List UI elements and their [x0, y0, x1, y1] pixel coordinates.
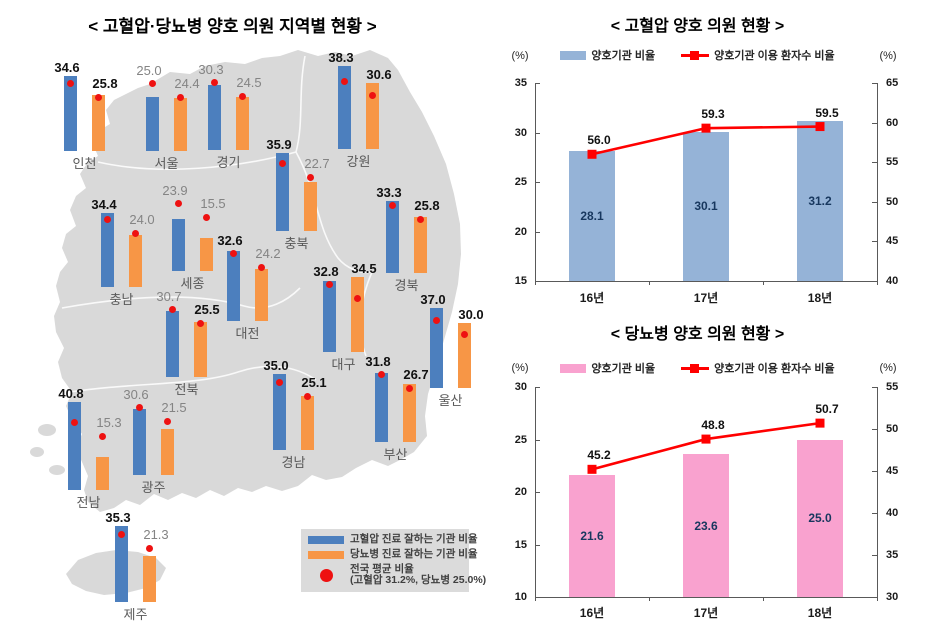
national-average-dot-icon: [320, 568, 333, 582]
map-title: < 고혈압·당뇨병 양호 의원 지역별 현황 >: [88, 17, 377, 36]
small-island: [49, 465, 65, 475]
chart2-right-axis-unit: (%): [879, 362, 897, 374]
chart2-legend-line-label: 양호기관 이용 환자수 비율: [714, 363, 835, 375]
chart2-left-axis-unit: (%): [511, 362, 529, 374]
chart2-legend-line-item: 양호기관 이용 환자수 비율: [681, 360, 835, 376]
bar-swatch-icon: [560, 50, 587, 60]
map-legend-row-average: 전국 평균 비율 (고혈압 31.2%, 당뇨병 25.0%): [308, 563, 486, 588]
chart1-legend-bar-item: 양호기관 비율: [560, 47, 655, 63]
chart2-legend: 양호기관 비율 양호기관 이용 환자수 비율: [465, 361, 930, 375]
chart2-title: < 당뇨병 양호 의원 현황 >: [610, 326, 785, 343]
chart1-title: < 고혈압 양호 의원 현황 >: [610, 18, 785, 35]
map-legend-row-diabetes: 당뇨병 진료 잘하는 기관 비율: [308, 548, 478, 561]
map-legend-row-hypertension: 고혈압 진료 잘하는 기관 비율: [308, 533, 478, 546]
chart1-left-axis-unit: (%): [511, 50, 529, 62]
bar-swatch-icon: [560, 363, 587, 373]
korea-mainland-shape: [54, 50, 461, 512]
map-legend: 고혈압 진료 잘하는 기관 비율 당뇨병 진료 잘하는 기관 비율 전국 평균 …: [301, 529, 486, 592]
jeju-island-shape: [66, 550, 166, 595]
map-legend-diabetes-label: 당뇨병 진료 잘하는 기관 비율: [350, 547, 478, 560]
line-marker-icon: [681, 363, 710, 373]
chart1-legend-line-item: 양호기관 이용 환자수 비율: [681, 47, 835, 63]
average-label-line1: 전국 평균 비율: [350, 562, 414, 575]
diabetes-swatch-icon: [308, 550, 344, 559]
average-label-line2: (고혈압 31.2%, 당뇨병 25.0%): [350, 574, 487, 587]
chart1-right-axis-unit: (%): [879, 50, 897, 62]
small-island: [30, 447, 44, 457]
chart1-legend: 양호기관 비율 양호기관 이용 환자수 비율: [465, 48, 930, 62]
line-marker-icon: [681, 50, 710, 60]
chart2-legend-bar-item: 양호기관 비율: [560, 360, 655, 376]
map-legend-average-label: 전국 평균 비율 (고혈압 31.2%, 당뇨병 25.0%): [350, 562, 487, 588]
hypertension-swatch-icon: [308, 535, 344, 544]
chart2-legend-bar-label: 양호기관 비율: [591, 363, 656, 375]
chart1-legend-bar-label: 양호기관 비율: [591, 50, 656, 62]
chart1-legend-line-label: 양호기관 이용 환자수 비율: [714, 50, 835, 62]
map-legend-hypertension-label: 고혈압 진료 잘하는 기관 비율: [350, 533, 478, 545]
small-island: [38, 424, 56, 436]
